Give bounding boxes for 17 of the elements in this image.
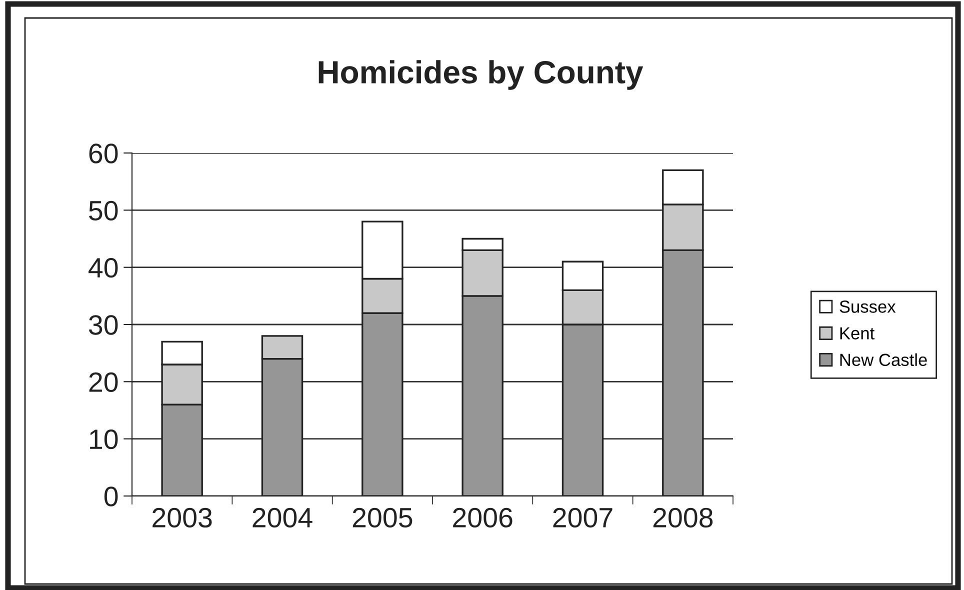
y-tick-label: 60 — [89, 144, 118, 164]
x-tick-label: 2006 — [453, 508, 512, 528]
y-tick-label: 50 — [89, 200, 118, 221]
legend-label: Kent — [840, 327, 874, 340]
x-tick-label: 2005 — [352, 508, 412, 528]
y-tick-label: 20 — [89, 372, 118, 392]
y-tick-label: 30 — [88, 315, 118, 335]
y-tick-label: 40 — [88, 258, 118, 278]
y-tick-label: 10 — [90, 430, 118, 450]
x-tick-label: 2004 — [252, 508, 312, 528]
x-tick-label: 2007 — [553, 508, 612, 528]
x-tick-label: 2008 — [653, 508, 713, 528]
chart-title: Homicides by County — [318, 60, 644, 90]
legend-label: Sussex — [840, 300, 896, 313]
legend-label: New Castle — [840, 353, 927, 366]
x-tick-label: 2003 — [152, 508, 212, 528]
y-tick-label: 0 — [104, 486, 118, 506]
